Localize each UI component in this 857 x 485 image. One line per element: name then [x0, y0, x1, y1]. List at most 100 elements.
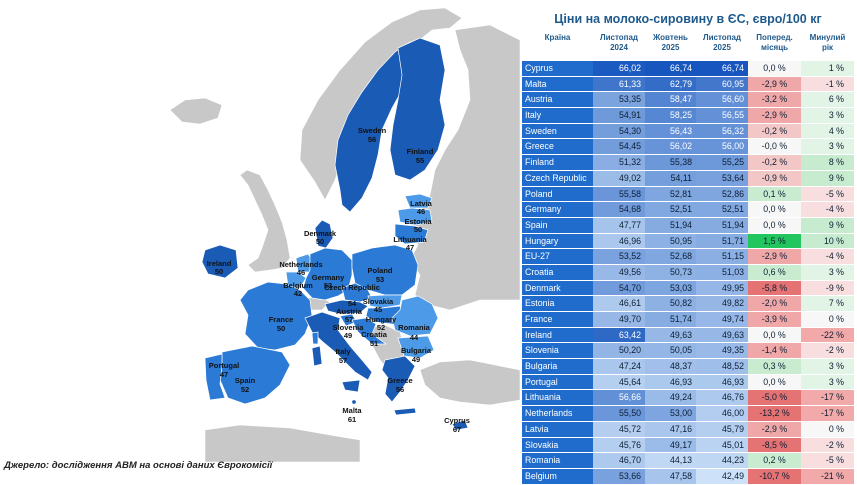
- cell-prev-month: -3,2 %: [748, 92, 801, 108]
- cell-price: 46,70: [593, 453, 645, 468]
- cell-prev-month: -0,2 %: [748, 155, 801, 170]
- cell-price: 55,25: [696, 155, 748, 170]
- svg-text:Czech Republic: Czech Republic: [324, 283, 380, 292]
- cell-prev-month: -3,9 %: [748, 312, 801, 327]
- cell-price: 45,72: [593, 421, 645, 437]
- svg-text:Italy: Italy: [335, 347, 351, 356]
- svg-text:Malta: Malta: [342, 406, 362, 415]
- cell-price: 48,52: [696, 359, 748, 374]
- cell-price: 51,32: [593, 155, 645, 170]
- cell-country: Malta: [522, 76, 593, 92]
- cell-price: 54,68: [593, 202, 645, 217]
- cell-country: Bulgaria: [522, 359, 593, 374]
- cell-prev-month: 0,1 %: [748, 186, 801, 202]
- cell-price: 46,93: [696, 374, 748, 390]
- cell-price: 49,82: [696, 296, 748, 311]
- svg-text:51: 51: [370, 339, 378, 348]
- table-row: Slovakia 45,76 49,17 45,01 -8,5 % -2 %: [522, 437, 854, 454]
- cell-price: 49,35: [696, 343, 748, 359]
- svg-text:50: 50: [316, 237, 324, 246]
- cell-price: 46,76: [696, 390, 748, 406]
- header-prev-year: Минулий рік: [809, 33, 846, 52]
- cell-price: 51,94: [645, 217, 696, 233]
- svg-text:50: 50: [215, 267, 223, 276]
- cell-prev-year: 8 %: [801, 155, 854, 170]
- svg-text:Estonia: Estonia: [404, 217, 432, 226]
- cell-prev-year: 3 %: [801, 359, 854, 374]
- table-row: Poland 55,58 52,81 52,86 0,1 % -5 %: [522, 186, 854, 203]
- svg-text:46: 46: [417, 207, 425, 216]
- table-row: Austria 53,35 58,47 56,60 -3,2 % 6 %: [522, 92, 854, 109]
- table-header: Країна Листопад 2024 Жовтень 2025 Листопад…: [522, 33, 854, 61]
- cell-prev-month: 0,0 %: [748, 374, 801, 390]
- source-note: Джерело: дослідження АВМ на основі даних…: [4, 460, 273, 471]
- cell-prev-year: 3 %: [801, 139, 854, 155]
- cell-prev-month: 1,5 %: [748, 233, 801, 249]
- table-row: Malta 61,33 62,79 60,95 -2,9 % -1 %: [522, 76, 854, 93]
- cell-prev-year: 3 %: [801, 108, 854, 123]
- cell-prev-month: 0,0 %: [748, 327, 801, 343]
- cell-country: Finland: [522, 155, 593, 170]
- cell-price: 46,96: [593, 233, 645, 249]
- cell-country: France: [522, 312, 593, 327]
- cell-country: Croatia: [522, 264, 593, 280]
- svg-text:57: 57: [345, 315, 353, 324]
- table-row: Netherlands 55,50 53,00 46,00 -13,2 % -17 %: [522, 406, 854, 422]
- cell-country: Poland: [522, 186, 593, 202]
- cell-country: Ireland: [522, 327, 593, 343]
- svg-text:Germany: Germany: [312, 273, 345, 282]
- map-label-czech: Czech Republic 54: [324, 283, 380, 308]
- svg-text:57: 57: [339, 356, 347, 365]
- cell-prev-month: -5,8 %: [748, 280, 801, 296]
- cell-prev-year: 10 %: [801, 233, 854, 249]
- table-row: Cyprus 66,02 66,74 66,74 0,0 % 1 %: [522, 61, 854, 77]
- cell-country: Italy: [522, 108, 593, 123]
- table-row: Italy 54,91 58,25 56,55 -2,9 % 3 %: [522, 108, 854, 124]
- svg-text:54: 54: [348, 299, 357, 308]
- cell-price: 60,95: [696, 76, 748, 92]
- svg-text:47: 47: [406, 243, 414, 252]
- cell-price: 52,68: [645, 249, 696, 264]
- svg-text:67: 67: [453, 425, 461, 434]
- table-row: Latvia 45,72 47,16 45,79 -2,9 % 0 %: [522, 421, 854, 438]
- cell-prev-month: -2,0 %: [748, 296, 801, 311]
- header-country: Країна: [544, 33, 571, 42]
- cell-country: Cyprus: [522, 61, 593, 76]
- header-prev-month: Поперед. місяць: [756, 33, 793, 52]
- svg-text:Bulgaria: Bulgaria: [401, 346, 432, 355]
- cell-prev-month: -2,9 %: [748, 421, 801, 437]
- cell-prev-month: 0,0 %: [748, 217, 801, 233]
- cell-country: Hungary: [522, 233, 593, 249]
- cell-prev-year: 0 %: [801, 421, 854, 437]
- price-table: Cyprus 66,02 66,74 66,74 0,0 % 1 % Malta 61,33 6…: [522, 61, 854, 485]
- cell-price: 46,00: [696, 406, 748, 421]
- svg-text:50: 50: [414, 225, 422, 234]
- cell-price: 50,20: [593, 343, 645, 359]
- table-row: France 49,70 51,74 49,74 -3,9 % 0 %: [522, 312, 854, 328]
- cell-price: 53,00: [645, 406, 696, 421]
- cell-prev-year: 9 %: [801, 170, 854, 186]
- svg-text:Lithuania: Lithuania: [393, 235, 427, 244]
- cell-country: Latvia: [522, 421, 593, 437]
- cell-price: 53,64: [696, 170, 748, 186]
- cell-price: 56,66: [593, 390, 645, 406]
- cell-price: 55,38: [645, 155, 696, 170]
- cell-prev-year: 7 %: [801, 296, 854, 311]
- cell-country: Slovenia: [522, 343, 593, 359]
- table-row: Romania 46,70 44,13 44,23 0,2 % -5 %: [522, 453, 854, 469]
- svg-text:Croatia: Croatia: [361, 330, 388, 339]
- cell-prev-year: 3 %: [801, 374, 854, 390]
- cell-price: 49,74: [696, 312, 748, 327]
- cell-price: 51,03: [696, 264, 748, 280]
- svg-text:Slovenia: Slovenia: [333, 323, 365, 332]
- cell-price: 50,73: [645, 264, 696, 280]
- cell-prev-month: 0,0 %: [748, 202, 801, 217]
- svg-text:Portugal: Portugal: [209, 361, 239, 370]
- cell-price: 51,74: [645, 312, 696, 327]
- cell-price: 52,51: [696, 202, 748, 217]
- svg-text:49: 49: [412, 355, 420, 364]
